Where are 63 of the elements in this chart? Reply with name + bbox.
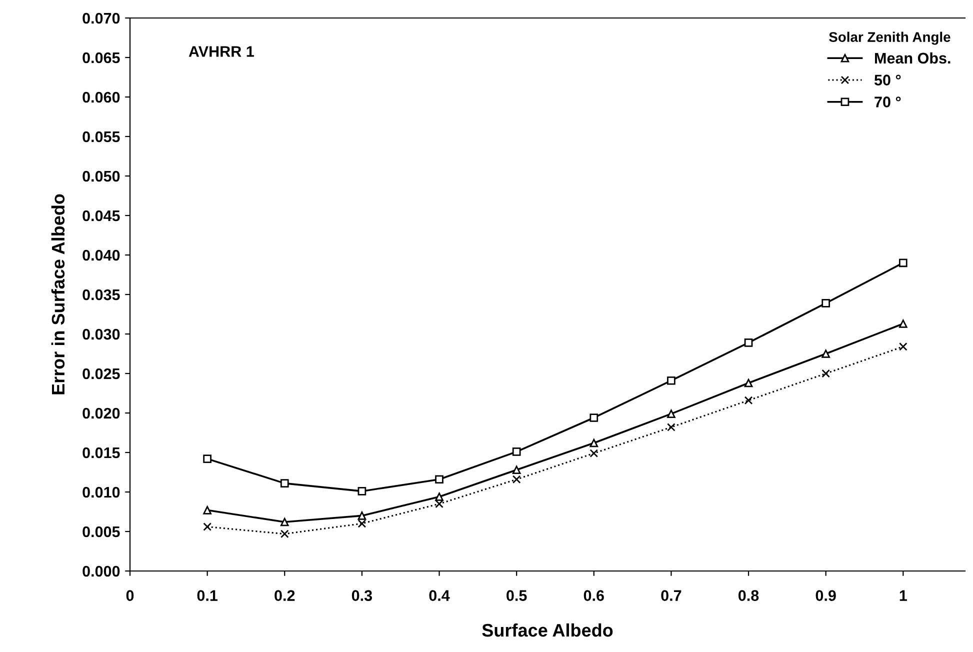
y-axis-title: Error in Surface Albedo: [51, 194, 65, 394]
y-tick-label: 0.040: [82, 250, 120, 261]
y-tick-label: 0.010: [82, 486, 120, 498]
point: [512, 466, 521, 474]
y-tick-label: 0.060: [82, 92, 120, 103]
point: [280, 530, 289, 538]
x-tick-label: 0.4: [429, 590, 450, 601]
y-tick-label: 0.030: [82, 328, 120, 340]
legend-label: Mean Obs.: [875, 52, 950, 64]
x-tick-label: 0.7: [661, 590, 682, 601]
point: [590, 438, 598, 448]
point: [435, 500, 444, 508]
point: [512, 475, 521, 484]
x-axis-title: Surface Albedo: [482, 623, 613, 637]
y-tick-label: 0.025: [82, 368, 120, 380]
y-tick-label: 0.050: [82, 170, 120, 182]
point: [898, 320, 908, 328]
point: [203, 454, 212, 463]
point: [358, 487, 366, 496]
y-tick-label: 0.000: [82, 566, 120, 577]
x-tick-label: 0.8: [738, 590, 759, 601]
point: [744, 338, 753, 347]
x-tick-label: 0.2: [274, 590, 295, 601]
annotation: AVHRR 1: [188, 46, 254, 57]
point: [203, 522, 212, 531]
x-tick-label: 0.5: [506, 590, 527, 601]
point: [435, 492, 444, 501]
y-tick-label: 0.035: [82, 289, 120, 300]
y-tick-label: 0.005: [82, 526, 120, 538]
point: [358, 519, 366, 528]
point: [822, 369, 830, 378]
x-tick-label: 1: [900, 590, 907, 601]
x-tick-label: 0.3: [352, 590, 372, 601]
y-tick-label: 0.065: [82, 52, 120, 64]
point: [435, 475, 444, 484]
point: [203, 506, 212, 514]
point: [590, 449, 598, 458]
legend-label: 50 °: [874, 74, 901, 86]
point: [667, 376, 676, 385]
point: [667, 410, 676, 418]
point: [512, 448, 521, 456]
point: [280, 479, 289, 488]
x-tick-label: 0: [126, 590, 134, 601]
legend-title: Solar Zenith Angle: [829, 32, 950, 45]
point: [822, 299, 830, 308]
y-tick-label: 0.015: [82, 447, 120, 458]
point: [744, 378, 753, 388]
point: [358, 512, 366, 520]
point: [898, 342, 908, 351]
legend-label: 70 °: [874, 96, 901, 108]
y-tick-label: 0.045: [82, 210, 120, 222]
y-tick-label: 0.020: [82, 408, 120, 419]
point: [667, 423, 676, 432]
x-tick-label: 0.6: [584, 590, 604, 601]
point: [898, 258, 908, 268]
point: [822, 350, 830, 358]
point: [590, 414, 598, 422]
point: [744, 396, 753, 405]
y-tick-label: 0.070: [82, 12, 120, 24]
y-tick-label: 0.055: [82, 131, 120, 142]
point: [280, 518, 289, 526]
x-tick-label: 0.9: [816, 590, 836, 601]
x-tick-label: 0.1: [197, 590, 218, 601]
